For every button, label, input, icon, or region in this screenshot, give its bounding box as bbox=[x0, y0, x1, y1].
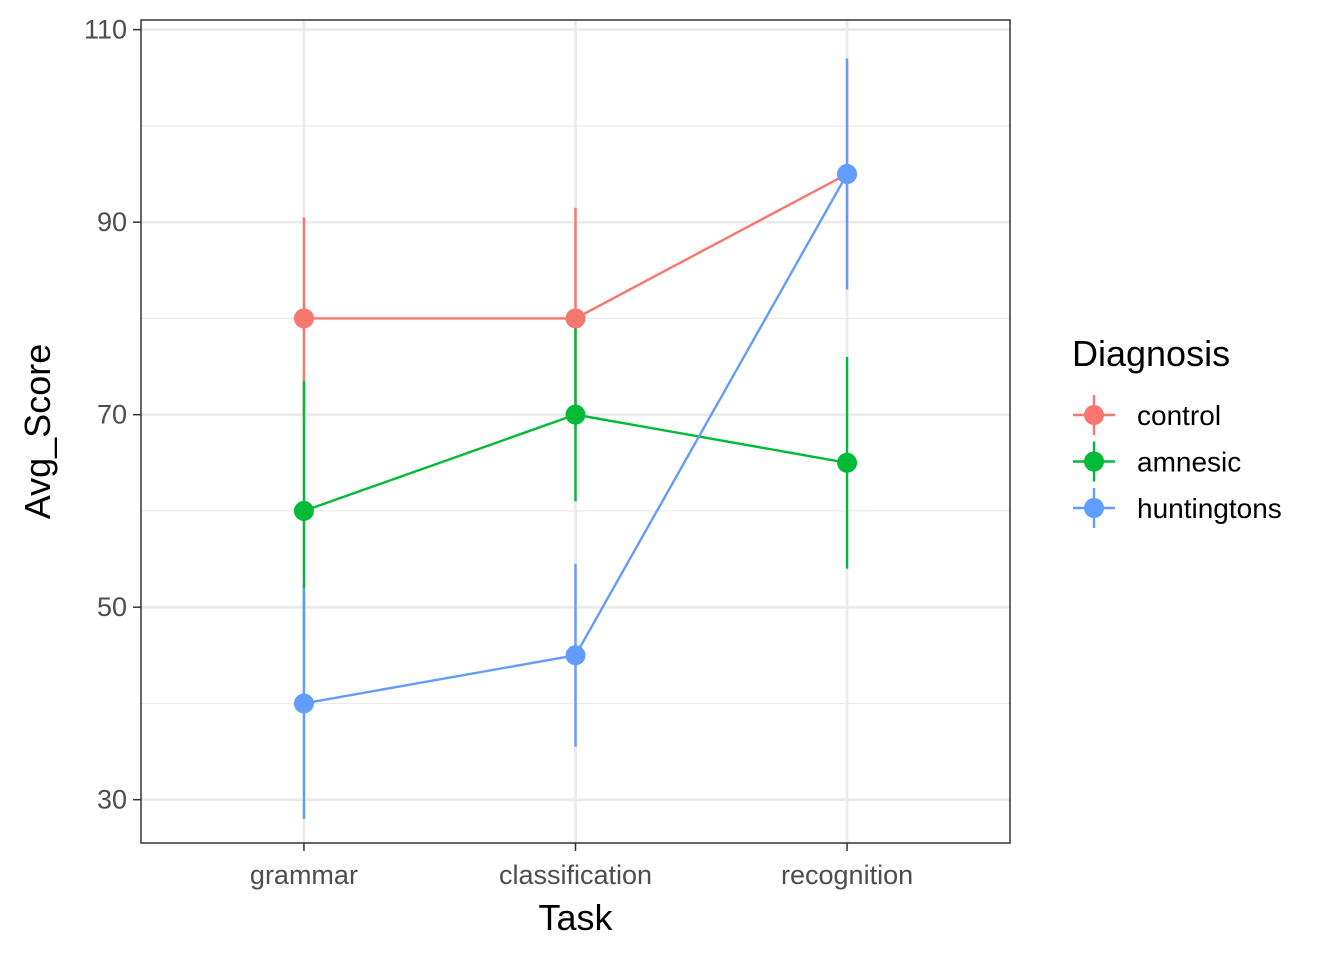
legend-key-point bbox=[1084, 451, 1104, 472]
point-amnesic-recognition bbox=[837, 452, 858, 473]
point-huntingtons-grammar bbox=[293, 693, 314, 714]
series-huntingtons bbox=[293, 58, 858, 819]
legend-key-point bbox=[1084, 498, 1104, 518]
legend-key-point bbox=[1084, 405, 1104, 425]
x-tick-label-recognition: recognition bbox=[781, 860, 913, 890]
legend: Diagnosis control amnesic huntingtons bbox=[1072, 333, 1282, 528]
legend-item-amnesic: amnesic bbox=[1073, 441, 1241, 482]
y-tick-label: 50 bbox=[97, 592, 127, 622]
x-tick-label-classification: classification bbox=[499, 860, 652, 890]
y-tick-label: 70 bbox=[97, 400, 127, 430]
y-tick-label: 110 bbox=[84, 15, 127, 45]
axis-layer: 30 50 70 90 110 grammar classification recognit… bbox=[84, 15, 913, 890]
legend-title: Diagnosis bbox=[1072, 333, 1230, 374]
legend-item-control: control bbox=[1073, 395, 1221, 435]
point-huntingtons-recognition bbox=[837, 164, 858, 185]
legend-label-huntingtons: huntingtons bbox=[1137, 493, 1282, 524]
point-control-classification bbox=[565, 308, 586, 329]
point-amnesic-classification bbox=[565, 404, 586, 425]
series-layer bbox=[293, 58, 858, 819]
y-tick-label: 30 bbox=[97, 785, 127, 815]
series-amnesic bbox=[293, 328, 858, 641]
legend-label-amnesic: amnesic bbox=[1137, 447, 1241, 478]
legend-label-control: control bbox=[1137, 400, 1221, 431]
point-control-grammar bbox=[293, 308, 314, 329]
y-axis-title: Avg_Score bbox=[17, 344, 58, 519]
x-tick-label-grammar: grammar bbox=[250, 860, 358, 890]
legend-item-huntingtons: huntingtons bbox=[1073, 488, 1282, 528]
y-tick-label: 90 bbox=[97, 207, 127, 237]
point-amnesic-grammar bbox=[293, 500, 314, 521]
point-huntingtons-classification bbox=[565, 645, 586, 666]
x-axis-title: Task bbox=[538, 897, 613, 938]
